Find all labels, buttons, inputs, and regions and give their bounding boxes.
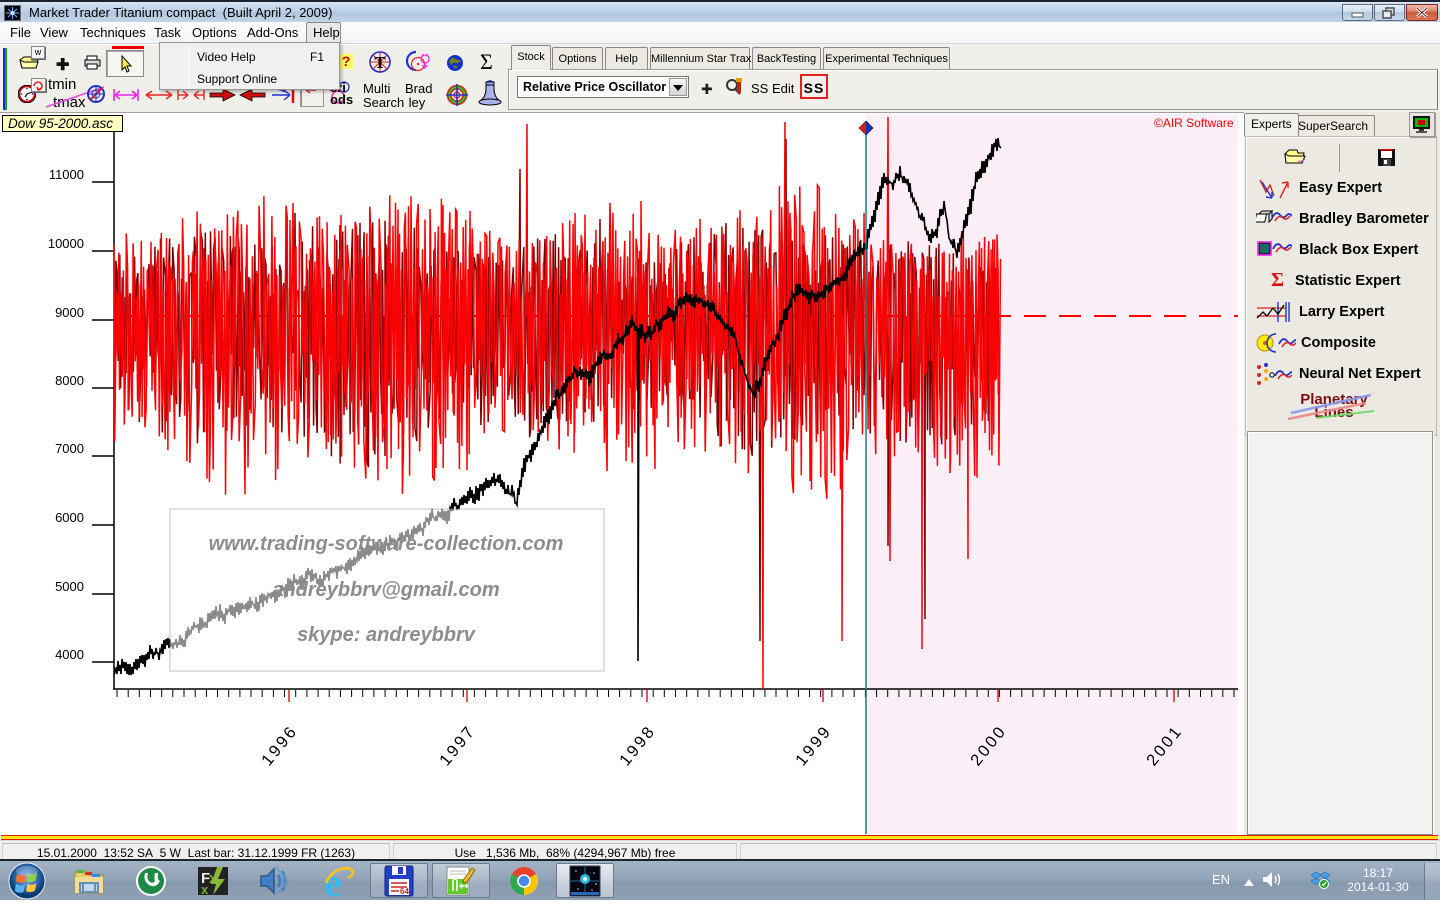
svg-text:11000: 11000 <box>49 167 84 182</box>
svg-text:1998: 1998 <box>616 722 659 770</box>
svg-text:7000: 7000 <box>55 441 84 456</box>
svg-text:www.trading-software-collectio: www.trading-software-collection.com <box>209 533 564 555</box>
svg-text:andreybbrv@gmail.com: andreybbrv@gmail.com <box>272 579 499 601</box>
svg-text:?: ? <box>342 54 351 69</box>
svg-text:F: F <box>201 870 210 887</box>
svg-text:4000: 4000 <box>55 647 84 662</box>
svg-text:1996: 1996 <box>258 722 301 770</box>
svg-text:skype: andreybbrv: skype: andreybbrv <box>297 624 477 646</box>
svg-text:10000: 10000 <box>48 236 84 251</box>
svg-text:ods: ods <box>330 92 353 107</box>
svg-text:6000: 6000 <box>55 510 84 525</box>
svg-text:1999: 1999 <box>792 722 835 770</box>
svg-text:5000: 5000 <box>55 579 84 594</box>
svg-text:8000: 8000 <box>55 373 84 388</box>
svg-text:x: x <box>201 882 209 897</box>
svg-text:T: T <box>374 53 386 72</box>
svg-text:64: 64 <box>400 887 409 896</box>
svg-text:1997: 1997 <box>436 722 479 770</box>
svg-text:9000: 9000 <box>55 305 84 320</box>
